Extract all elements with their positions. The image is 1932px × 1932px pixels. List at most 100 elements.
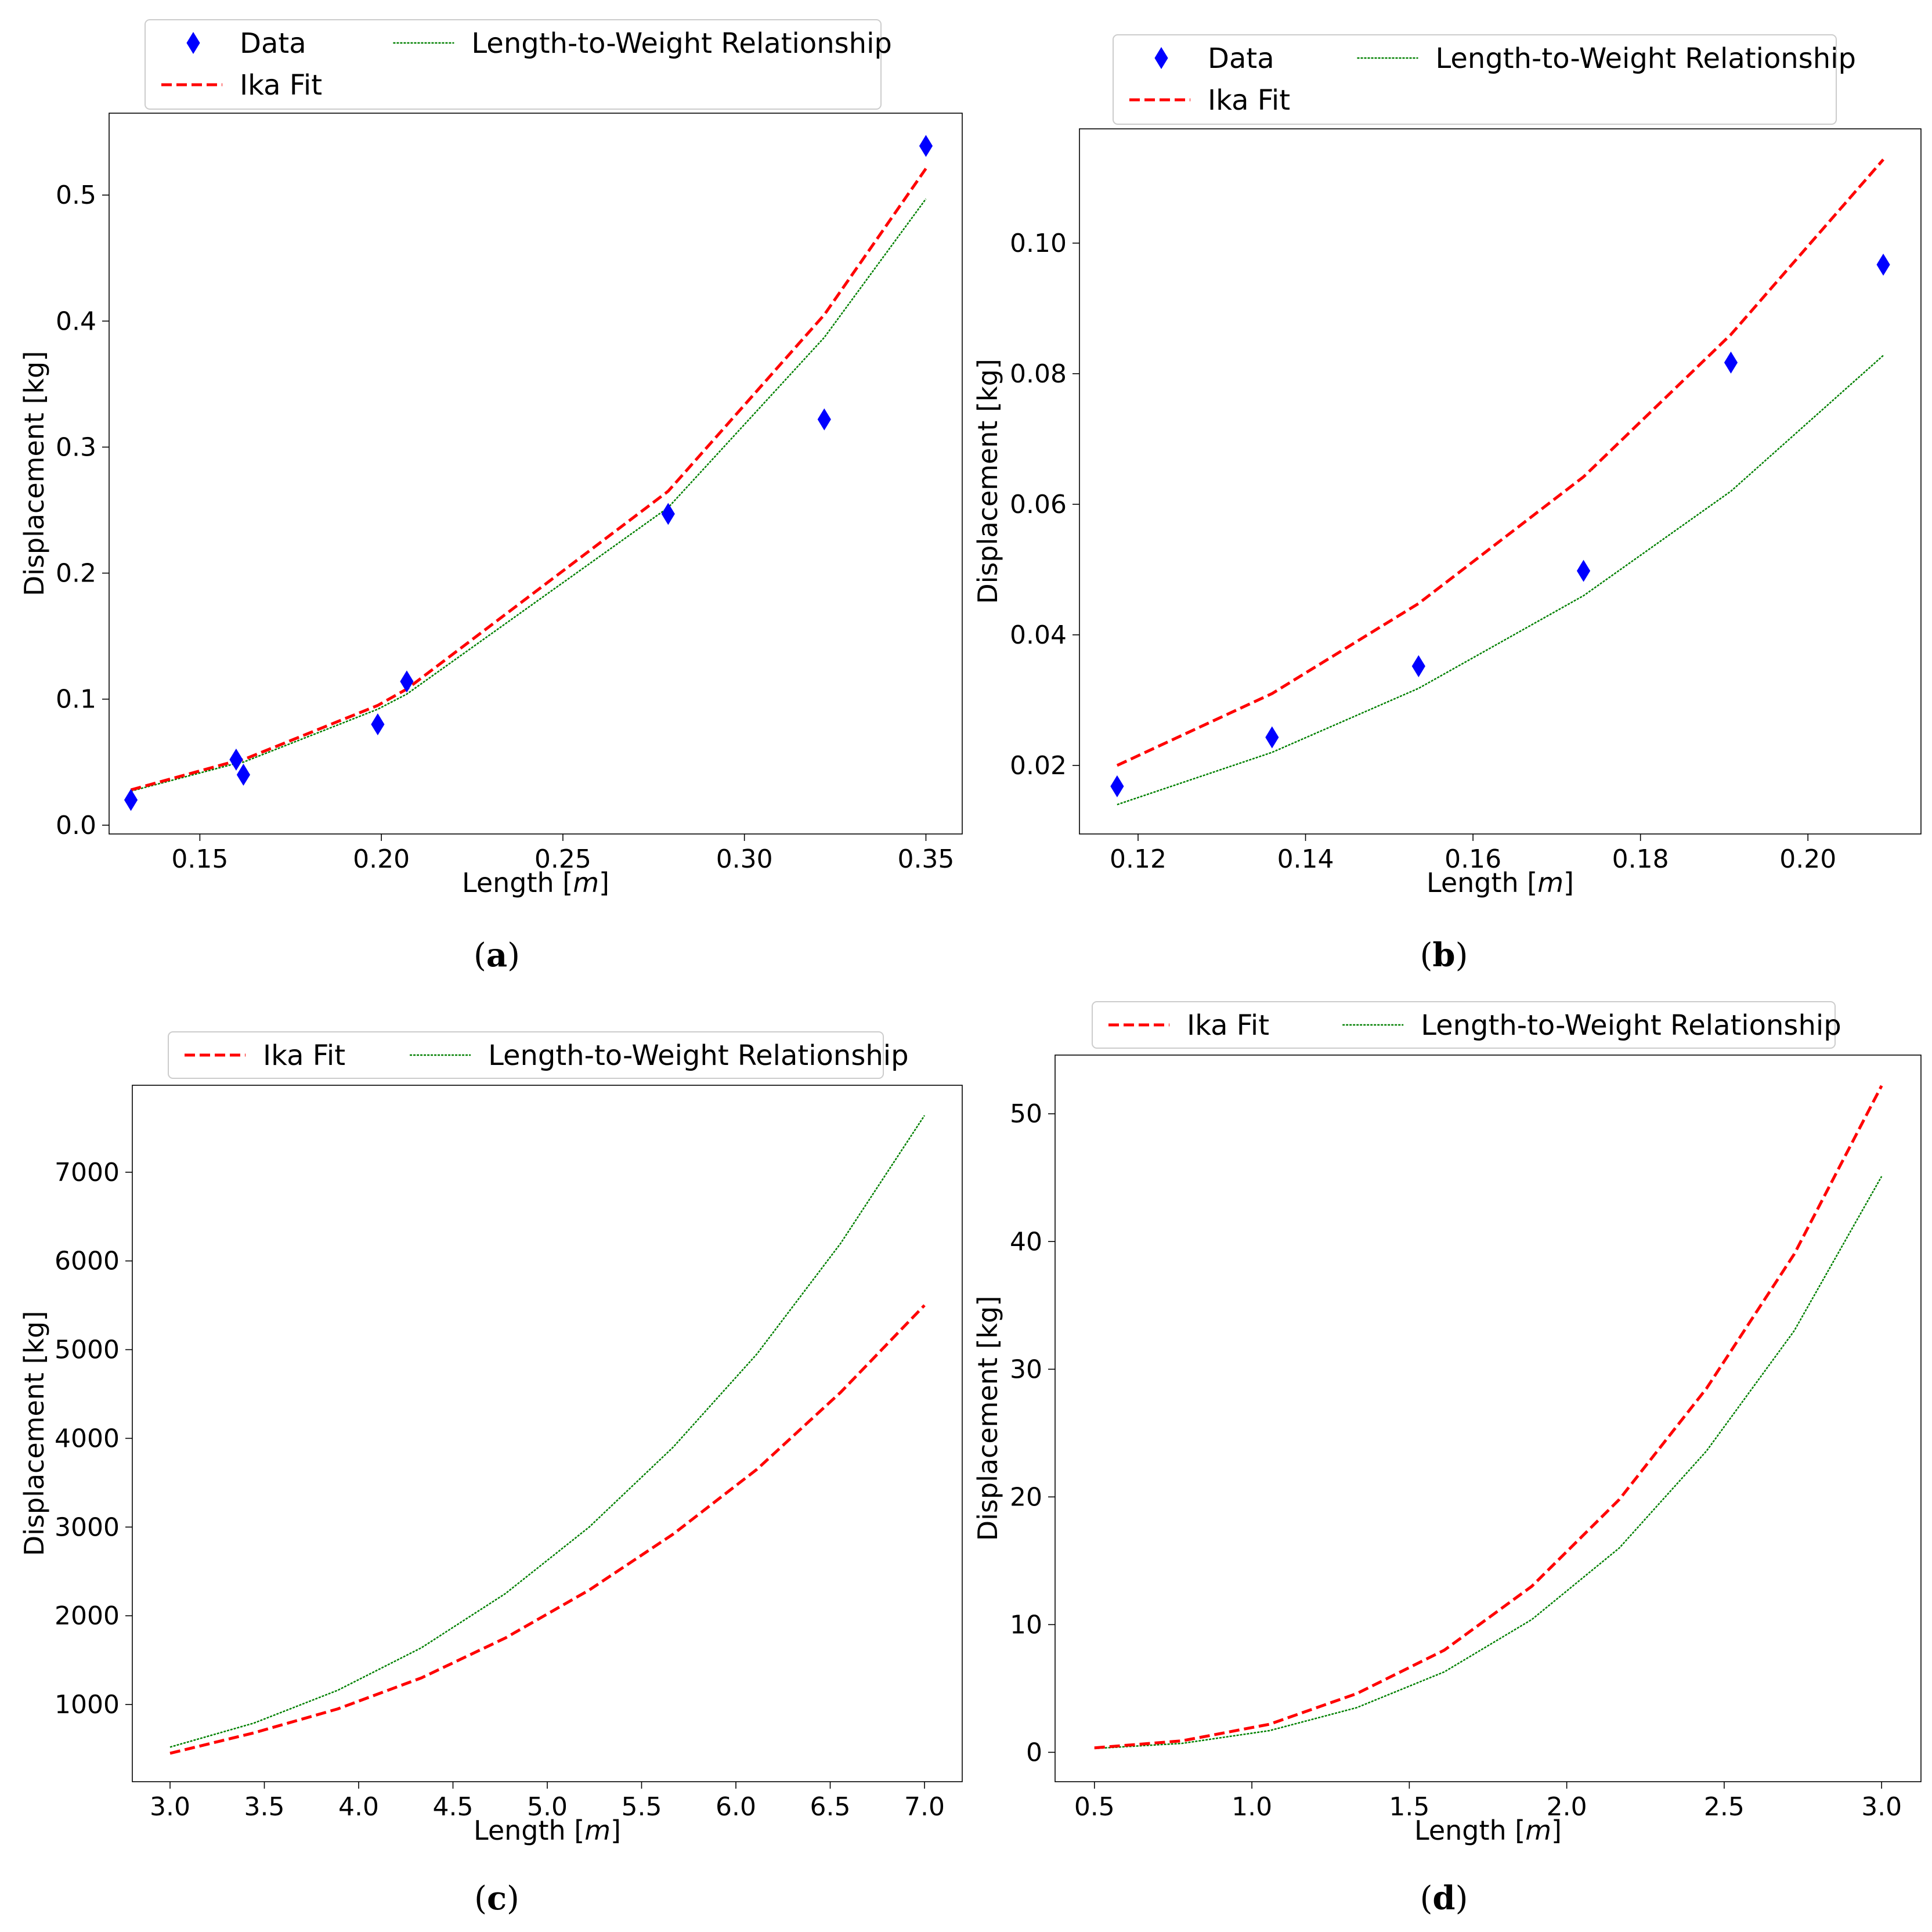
series-line-ika-fit	[169, 1304, 926, 1755]
y-tick-label: 0.02	[1010, 751, 1067, 781]
legend: Ika Fit Length-to-Weight Relationship	[1092, 1001, 1841, 1049]
series-line-length-to-weight-relationship	[169, 1115, 926, 1748]
x-axis-label-unit: m	[1537, 867, 1563, 898]
data-point	[1876, 254, 1890, 276]
x-tick-label: 1.0	[1232, 1792, 1272, 1822]
x-tick-label: 3.0	[1861, 1792, 1902, 1822]
series-line-ika-fit	[1094, 1085, 1883, 1750]
x-tick-label: 0.35	[897, 844, 954, 874]
x-tick-label: 0.16	[1445, 844, 1501, 874]
data-point	[229, 748, 243, 771]
legend-label-ika-fit: Ika Fit	[240, 69, 322, 102]
series-layer	[1094, 1085, 1883, 1750]
y-tick-label: 0.3	[56, 432, 96, 462]
y-tick-label: 0.4	[56, 306, 96, 336]
y-tick-label: 0.04	[1010, 620, 1067, 650]
data-point	[236, 763, 251, 786]
legend-marker-data	[186, 32, 200, 54]
x-tick-label: 5.0	[527, 1792, 568, 1822]
series-line-length-to-weight-relationship	[1117, 355, 1884, 806]
x-tick-label: 0.15	[171, 844, 228, 874]
data-point	[1265, 726, 1279, 749]
legend-label-ika-fit: Ika Fit	[1208, 84, 1290, 117]
x-tick-label: 0.30	[716, 844, 773, 874]
panel-caption: (d)	[1420, 1879, 1468, 1917]
x-tick-label: 0.12	[1110, 844, 1167, 874]
y-axis-label: Displacement [kg]	[972, 359, 1003, 604]
legend: Ika Fit Length-to-Weight Relationship	[168, 1031, 909, 1079]
data-point	[1110, 775, 1124, 797]
plot-frame	[1055, 1055, 1922, 1782]
data-point	[1411, 655, 1425, 677]
series-layer	[1110, 158, 1890, 806]
y-tick-label: 10	[1010, 1610, 1042, 1640]
plot-frame	[132, 1085, 963, 1782]
data-point	[1724, 351, 1738, 374]
legend-label-length-to-weight-relationship: Length-to-Weight Relationship	[471, 27, 891, 60]
x-axis-label-suffix: ]	[1563, 867, 1574, 898]
x-axis-label-prefix: Length [	[1427, 867, 1537, 898]
x-tick-label: 4.5	[433, 1792, 474, 1822]
y-tick-label: 0.5	[56, 180, 96, 210]
x-tick-label: 1.5	[1389, 1792, 1429, 1822]
series-line-length-to-weight-relationship	[131, 198, 927, 792]
legend-box	[168, 1031, 884, 1079]
x-tick-label: 3.5	[244, 1792, 285, 1822]
x-tick-label: 0.5	[1074, 1792, 1115, 1822]
panel-a: 0.15 0.20 0.25 0.30 0.35 0.0 0.1 0.2 0.3 0.4 0.5 Le…	[19, 19, 963, 974]
data-point	[371, 713, 385, 736]
x-axis-label-suffix: ]	[599, 867, 609, 898]
y-tick-label: 1000	[55, 1690, 120, 1720]
data-point	[1576, 559, 1591, 582]
y-tick-label: 0.06	[1010, 490, 1067, 519]
legend-label-ika-fit: Ika Fit	[1187, 1009, 1269, 1042]
x-axis-label-unit: m	[1525, 1815, 1551, 1846]
legend-label-data: Data	[1208, 42, 1274, 75]
series-layer	[124, 135, 933, 811]
y-tick-label: 20	[1010, 1482, 1042, 1512]
series-line-ika-fit	[130, 168, 927, 792]
panel-caption: (c)	[474, 1879, 519, 1917]
x-tick-label: 5.5	[622, 1792, 662, 1822]
x-axis-label-prefix: Length [	[462, 867, 573, 898]
panel-caption: (b)	[1420, 936, 1468, 974]
x-tick-label: 6.0	[716, 1792, 756, 1822]
x-axis-label-prefix: Length [	[1414, 1815, 1525, 1846]
y-axis-label: Displacement [kg]	[972, 1296, 1003, 1541]
panel-caption-letter: c	[487, 1879, 507, 1917]
x-axis-label: Length [m]	[462, 867, 609, 898]
panel-b: 0.12 0.14 0.16 0.18 0.20 0.02 0.04 0.06 0.08 0.10…	[972, 34, 1922, 974]
legend-box	[145, 19, 882, 110]
data-point	[817, 408, 831, 431]
data-point	[919, 135, 933, 157]
panel-caption-letter: b	[1432, 936, 1455, 974]
y-tick-label: 0.10	[1010, 229, 1067, 258]
legend-box	[1113, 34, 1837, 125]
plot-frame	[1079, 128, 1922, 835]
x-tick-label: 7.0	[904, 1792, 945, 1822]
series-layer	[169, 1115, 926, 1755]
x-tick-label: 2.5	[1704, 1792, 1745, 1822]
panel-caption: (a)	[474, 936, 520, 974]
x-axis-label-unit: m	[573, 867, 599, 898]
legend-box	[1092, 1001, 1836, 1049]
y-tick-label: 3000	[55, 1512, 120, 1542]
y-tick-label: 0.0	[56, 811, 96, 840]
panel-caption-letter: d	[1432, 1879, 1455, 1917]
series-line-length-to-weight-relationship	[1094, 1176, 1883, 1750]
y-tick-label: 4000	[55, 1424, 120, 1453]
legend-marker-data	[1154, 47, 1168, 69]
y-tick-label: 0.08	[1010, 359, 1067, 389]
y-tick-label: 0.1	[56, 685, 96, 714]
y-tick-label: 40	[1010, 1227, 1042, 1256]
x-tick-label: 0.18	[1612, 844, 1669, 874]
legend-label-ika-fit: Ika Fit	[263, 1039, 345, 1072]
y-tick-label: 2000	[55, 1601, 120, 1631]
y-tick-label: 50	[1010, 1099, 1042, 1129]
y-tick-label: 5000	[55, 1335, 120, 1365]
legend: Data Length-to-Weight Relationship Ika Fit	[1113, 34, 1856, 125]
x-axis-label: Length [m]	[1427, 867, 1574, 898]
y-tick-label: 6000	[55, 1247, 120, 1276]
y-tick-label: 7000	[55, 1158, 120, 1187]
x-axis-label-suffix: ]	[611, 1815, 621, 1846]
